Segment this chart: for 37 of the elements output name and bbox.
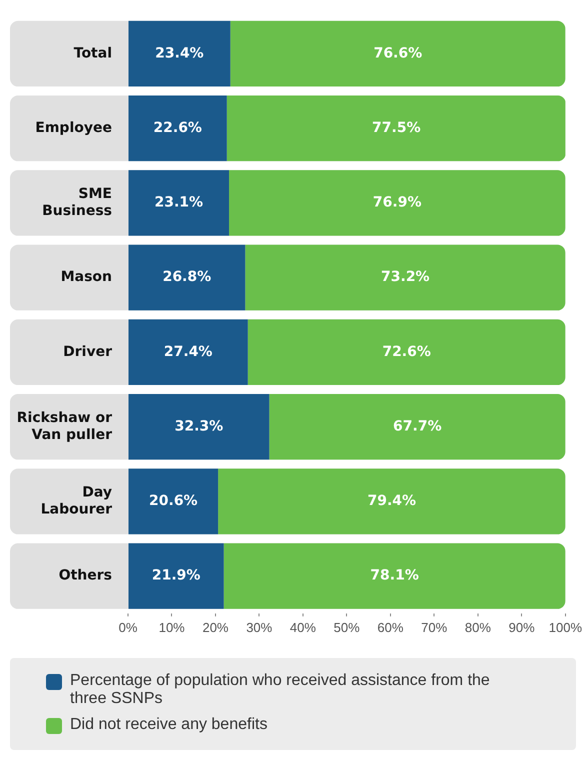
data-label: 67.7% bbox=[393, 418, 442, 434]
x-tick-label: 50% bbox=[334, 620, 360, 635]
data-label: 76.9% bbox=[372, 194, 422, 211]
data-label: 76.6% bbox=[374, 45, 422, 62]
y-tick-label: SME Business bbox=[42, 186, 112, 220]
data-label: 23.1% bbox=[154, 194, 204, 211]
x-tick-label: 100% bbox=[548, 620, 582, 635]
x-tick-label: 10% bbox=[158, 620, 186, 635]
data-label: 78.1% bbox=[370, 568, 419, 584]
y-tick-label: Others bbox=[58, 568, 112, 584]
data-label: 22.6% bbox=[153, 120, 202, 136]
x-tick-label: 70% bbox=[421, 620, 448, 635]
x-tick-label: 20% bbox=[202, 620, 229, 635]
data-label: 77.5% bbox=[372, 120, 421, 136]
y-tick-label: Rickshaw or Van puller bbox=[16, 410, 112, 443]
x-tick-label: 60% bbox=[377, 620, 404, 635]
y-tick-label: Total bbox=[74, 45, 112, 62]
legend-label: Percentage of population who received assistance from the three SSNPs bbox=[70, 672, 491, 708]
x-tick-label: 90% bbox=[508, 620, 536, 635]
y-tick-label: Mason bbox=[60, 269, 112, 286]
data-label: 32.3% bbox=[174, 418, 224, 434]
y-tick-label: Day Labourer bbox=[40, 484, 112, 518]
data-label: 79.4% bbox=[367, 493, 416, 510]
data-label: 23.4% bbox=[155, 45, 204, 62]
x-tick-label: 40% bbox=[290, 620, 316, 635]
x-tick-label: 30% bbox=[246, 620, 273, 635]
data-label: 73.2% bbox=[381, 269, 430, 286]
data-label: 26.8% bbox=[162, 269, 212, 286]
data-label: 21.9% bbox=[152, 568, 200, 584]
x-tick-label: 80% bbox=[464, 620, 492, 635]
x-tick-label: 0% bbox=[118, 620, 138, 635]
data-label: 20.6% bbox=[149, 493, 198, 510]
data-label: 72.6% bbox=[382, 344, 431, 360]
y-tick-label: Employee bbox=[35, 120, 112, 136]
data-label: 27.4% bbox=[164, 344, 212, 360]
y-tick-label: Driver bbox=[63, 344, 112, 360]
legend-label: Did not receive any benefits bbox=[70, 716, 268, 734]
